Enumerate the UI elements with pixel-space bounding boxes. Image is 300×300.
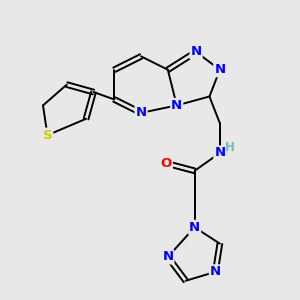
- Text: N: N: [214, 63, 225, 76]
- Text: H: H: [224, 141, 234, 154]
- Text: N: N: [171, 99, 182, 112]
- Text: N: N: [136, 106, 147, 119]
- Text: N: N: [162, 250, 173, 263]
- Text: N: N: [210, 266, 221, 278]
- Text: S: S: [43, 129, 52, 142]
- Text: O: O: [161, 157, 172, 170]
- Text: N: N: [189, 221, 200, 234]
- Text: N: N: [214, 146, 225, 160]
- Text: N: N: [190, 45, 202, 58]
